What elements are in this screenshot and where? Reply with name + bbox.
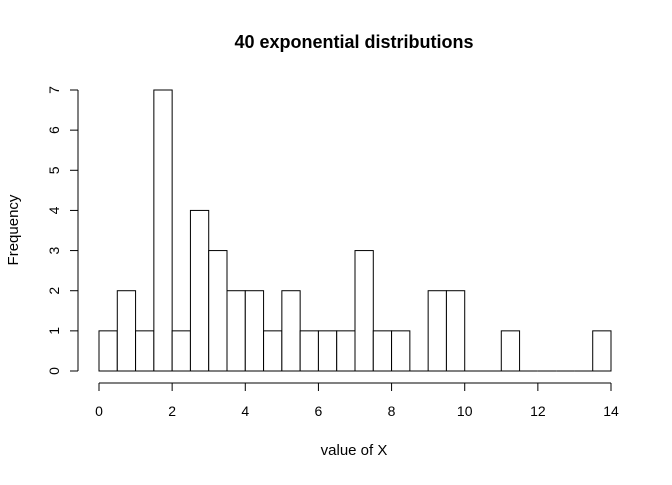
histogram-bar	[153, 89, 173, 372]
x-tick-label: 2	[168, 403, 176, 419]
chart-title: 40 exponential distributions	[234, 32, 473, 52]
histogram-bar	[135, 330, 155, 372]
y-tick-label: 0	[46, 367, 62, 375]
histogram-bar	[189, 209, 210, 372]
x-tick-label: 4	[241, 403, 249, 419]
histogram-bar	[336, 330, 356, 372]
x-tick-label: 8	[388, 403, 396, 419]
histogram-bar	[372, 330, 393, 372]
x-tick-label: 14	[603, 403, 619, 419]
x-tick-label: 12	[530, 403, 546, 419]
histogram-bar	[299, 330, 319, 372]
histogram-bar	[226, 290, 246, 372]
y-tick-label: 7	[46, 86, 62, 94]
bars-group	[98, 89, 612, 372]
y-tick-label: 3	[46, 246, 62, 254]
histogram-bar	[208, 250, 228, 372]
histogram-bar	[263, 330, 283, 372]
histogram-bar	[354, 250, 374, 372]
histogram-bar	[171, 330, 191, 372]
x-axis: 0 2 4 6 8 10 12 14	[95, 382, 619, 419]
y-tick-label: 6	[46, 126, 62, 134]
y-tick-label: 2	[46, 287, 62, 295]
y-axis: 0 1 2 3 4 5 6 7	[46, 86, 79, 375]
y-tick-label: 1	[46, 327, 62, 335]
histogram-bar	[391, 330, 411, 372]
histogram-bar	[445, 290, 466, 372]
y-tick-label: 4	[46, 206, 62, 214]
histogram-bar	[116, 290, 137, 372]
histogram-bar	[500, 330, 521, 372]
histogram-bar	[98, 330, 118, 372]
y-tick-label: 5	[46, 166, 62, 174]
histogram-bar	[427, 290, 447, 372]
x-axis-label: value of X	[321, 442, 388, 459]
histogram-bar	[317, 330, 338, 372]
histogram-bar	[281, 290, 301, 372]
x-tick-label: 0	[95, 403, 103, 419]
histogram-bar	[244, 290, 265, 372]
x-tick-label: 6	[315, 403, 323, 419]
x-tick-label: 10	[457, 403, 473, 419]
y-axis-label: Frequency	[5, 194, 22, 265]
histogram-bar	[592, 330, 612, 372]
